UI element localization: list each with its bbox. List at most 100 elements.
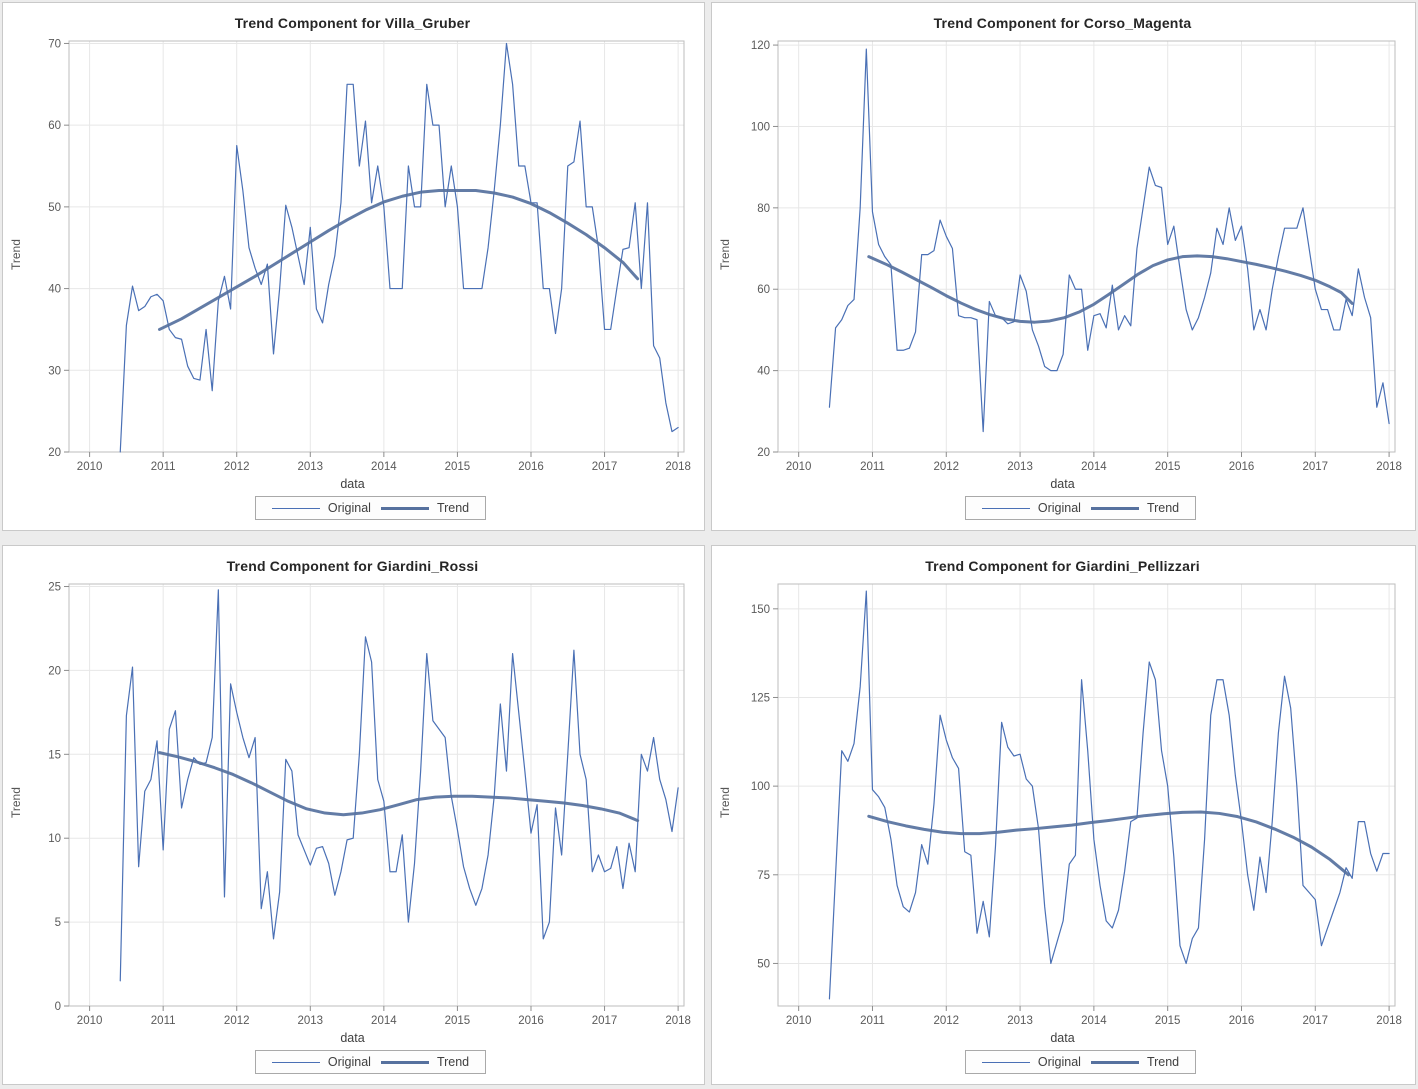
- legend: Original Trend: [752, 1050, 1409, 1074]
- plot-row: Trend 2010 2011 2012 2013 2014 2015 2016 2017 20…: [7, 576, 698, 1030]
- x-axis-label: data: [340, 1031, 365, 1045]
- svg-text:2018: 2018: [1376, 461, 1402, 473]
- svg-text:2010: 2010: [77, 1015, 103, 1027]
- svg-text:2017: 2017: [1302, 461, 1328, 473]
- svg-text:2013: 2013: [1007, 461, 1033, 473]
- legend-box: Original Trend: [254, 496, 487, 520]
- legend-box: Original Trend: [254, 1050, 487, 1074]
- svg-text:2017: 2017: [1302, 1015, 1328, 1027]
- legend-label-trend: Trend: [1146, 1055, 1180, 1069]
- svg-text:20: 20: [48, 665, 61, 677]
- trend-line-swatch: [380, 1060, 429, 1064]
- svg-text:5: 5: [55, 917, 61, 929]
- svg-text:60: 60: [48, 120, 61, 132]
- svg-text:75: 75: [757, 870, 770, 882]
- original-line-swatch: [271, 507, 320, 509]
- chart-panel-villa-gruber: Trend Component for Villa_Gruber Trend 2…: [2, 2, 705, 531]
- x-axis-label: data: [340, 477, 365, 491]
- trend-line-swatch: [1090, 1060, 1139, 1064]
- svg-text:100: 100: [751, 121, 770, 133]
- svg-text:60: 60: [757, 284, 770, 296]
- svg-text:40: 40: [757, 366, 770, 378]
- svg-text:2018: 2018: [665, 461, 691, 473]
- svg-text:20: 20: [757, 447, 770, 459]
- chart-title: Trend Component for Villa_Gruber: [234, 15, 471, 31]
- svg-text:2018: 2018: [665, 1015, 691, 1027]
- svg-text:100: 100: [751, 781, 770, 793]
- trend-line-swatch: [1090, 506, 1139, 510]
- svg-text:150: 150: [751, 604, 770, 616]
- plot-row: Trend 2010 2011 2012 2013 2014 2015 2016 2017 20…: [716, 33, 1409, 476]
- y-axis-label: Trend: [9, 239, 23, 270]
- legend-label-original: Original: [1037, 501, 1081, 515]
- chart-panel-giardini-pellizzari: Trend Component for Giardini_Pellizzari …: [711, 545, 1416, 1085]
- legend-item-trend: Trend: [1090, 1055, 1180, 1069]
- svg-text:2014: 2014: [1081, 1015, 1107, 1027]
- svg-text:30: 30: [48, 365, 61, 377]
- original-line-swatch: [981, 1061, 1030, 1063]
- x-axis-label: data: [1050, 477, 1075, 491]
- svg-text:2015: 2015: [445, 1015, 471, 1027]
- svg-text:2012: 2012: [933, 1015, 959, 1027]
- svg-text:2012: 2012: [224, 461, 250, 473]
- svg-text:2013: 2013: [297, 461, 323, 473]
- legend-label-trend: Trend: [436, 501, 470, 515]
- y-axis-label: Trend: [718, 787, 732, 819]
- legend-item-trend: Trend: [380, 501, 470, 515]
- svg-text:40: 40: [48, 284, 61, 296]
- svg-text:2012: 2012: [224, 1015, 250, 1027]
- chart-title: Trend Component for Giardini_Pellizzari: [925, 558, 1200, 574]
- chart-title: Trend Component for Corso_Magenta: [933, 15, 1192, 31]
- svg-text:2017: 2017: [592, 461, 618, 473]
- svg-text:50: 50: [757, 958, 770, 970]
- svg-text:2014: 2014: [371, 1015, 397, 1027]
- svg-text:2010: 2010: [77, 461, 103, 473]
- svg-text:2014: 2014: [1081, 461, 1107, 473]
- svg-text:70: 70: [48, 38, 61, 50]
- legend-item-original: Original: [271, 501, 371, 515]
- svg-text:2011: 2011: [860, 1015, 885, 1027]
- legend: Original Trend: [752, 496, 1409, 520]
- svg-text:2018: 2018: [1376, 1015, 1402, 1027]
- legend-item-trend: Trend: [1090, 501, 1179, 515]
- svg-text:80: 80: [757, 203, 770, 215]
- y-axis-label: Trend: [9, 787, 23, 819]
- svg-text:120: 120: [751, 40, 770, 52]
- svg-text:125: 125: [751, 692, 770, 704]
- svg-text:2012: 2012: [933, 461, 959, 473]
- svg-text:2010: 2010: [786, 1015, 812, 1027]
- svg-text:20: 20: [48, 447, 61, 459]
- legend-box: Original Trend: [964, 1050, 1197, 1074]
- legend-label-original: Original: [1037, 1055, 1081, 1069]
- svg-text:2011: 2011: [860, 461, 885, 473]
- svg-text:50: 50: [48, 202, 61, 214]
- trend-line-swatch: [380, 506, 429, 510]
- svg-text:2017: 2017: [592, 1015, 618, 1027]
- svg-text:15: 15: [48, 749, 61, 761]
- svg-text:2013: 2013: [297, 1015, 323, 1027]
- line-chart-corso-magenta: 2010 2011 2012 2013 2014 2015 2016 2017 2018 20 40…: [751, 40, 1402, 473]
- legend-label-original: Original: [327, 501, 371, 515]
- y-axis-label: Trend: [718, 239, 732, 270]
- original-line-swatch: [981, 507, 1030, 509]
- legend-box: Original Trend: [964, 496, 1197, 520]
- svg-text:2014: 2014: [371, 461, 397, 473]
- chart-panel-corso-magenta: Trend Component for Corso_Magenta Trend …: [711, 2, 1416, 531]
- line-chart-giardini-rossi: 2010 2011 2012 2013 2014 2015 2016 2017 20180510…: [48, 582, 691, 1027]
- svg-text:2016: 2016: [1229, 1015, 1255, 1027]
- svg-text:2015: 2015: [445, 461, 471, 473]
- line-chart-villa-gruber: 2010 2011 2012 2013 2014 2015 2016 2017 2018 20 30…: [48, 38, 691, 473]
- svg-text:2016: 2016: [518, 1015, 544, 1027]
- legend-item-original: Original: [271, 1055, 371, 1069]
- chart-panel-giardini-rossi: Trend Component for Giardini_Rossi Trend…: [2, 545, 705, 1085]
- legend-item-trend: Trend: [380, 1055, 469, 1069]
- svg-text:2016: 2016: [518, 461, 544, 473]
- svg-text:2011: 2011: [151, 1015, 176, 1027]
- legend-label-original: Original: [327, 1055, 371, 1069]
- svg-text:2016: 2016: [1229, 461, 1255, 473]
- plot-row: Trend 2010 2011 2012 2013 2014 2015 2016 2017 20…: [7, 33, 698, 476]
- svg-text:2010: 2010: [786, 461, 812, 473]
- line-chart-giardini-pellizzari: 2010 2011 2012 2013 2014 2015 2016 2017 2018 50 75…: [751, 583, 1402, 1027]
- legend-item-original: Original: [981, 501, 1081, 515]
